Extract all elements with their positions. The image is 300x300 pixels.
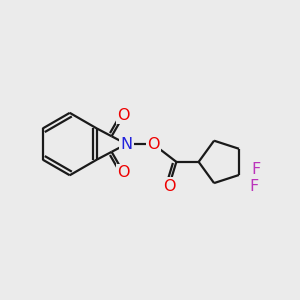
Text: O: O bbox=[118, 108, 130, 123]
Text: O: O bbox=[163, 179, 175, 194]
Text: O: O bbox=[118, 166, 130, 181]
Text: F: F bbox=[252, 161, 261, 176]
Text: O: O bbox=[147, 136, 159, 152]
Text: F: F bbox=[250, 179, 259, 194]
Text: N: N bbox=[120, 136, 133, 152]
